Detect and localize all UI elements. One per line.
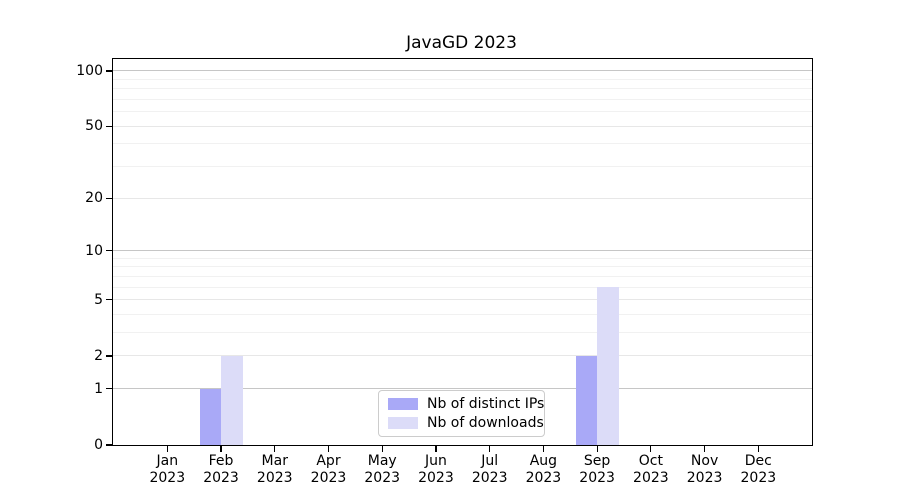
- x-tick-label: Oct 2023: [633, 453, 669, 486]
- legend-entry: Nb of distinct IPs: [388, 396, 544, 412]
- legend: Nb of distinct IPs Nb of downloads: [378, 390, 545, 437]
- x-tick-label: Jul 2023: [471, 453, 508, 486]
- minor-gridline: [113, 332, 812, 334]
- bar-distinct-ips: [199, 388, 222, 445]
- minor-gridline: [113, 111, 812, 113]
- x-tick-mark: [489, 446, 491, 452]
- x-tick-label: Jun 2023: [418, 453, 454, 486]
- bar-downloads: [597, 287, 619, 445]
- x-tick-mark: [650, 446, 652, 452]
- y-tick-mark: [106, 250, 113, 252]
- x-tick-mark: [542, 446, 544, 452]
- y-tick-label: 1: [94, 380, 103, 397]
- minor-gridline: [113, 266, 812, 268]
- y-tick-label: 2: [94, 347, 103, 364]
- x-tick-mark: [381, 446, 383, 452]
- x-tick-label: Apr 2023: [310, 453, 347, 486]
- minor-gridline: [113, 88, 812, 90]
- y-tick-mark: [106, 444, 113, 446]
- minor-gridline: [113, 257, 812, 259]
- x-tick-mark: [220, 446, 222, 452]
- y-tick-mark: [106, 125, 113, 127]
- minor-gridline: [113, 143, 812, 145]
- y-tick-mark: [106, 388, 113, 390]
- y-tick-label: 0: [94, 437, 103, 453]
- x-tick-label: Dec 2023: [740, 453, 777, 486]
- y-tick-mark: [106, 355, 113, 357]
- x-tick-mark: [704, 446, 706, 452]
- y-tick-label: 20: [85, 190, 103, 207]
- legend-swatch-icon: [388, 416, 418, 429]
- y-tick-label: 50: [85, 118, 103, 135]
- x-tick-label: Nov 2023: [686, 453, 723, 486]
- major-gridline: [113, 388, 812, 390]
- x-tick-label: Feb 2023: [203, 453, 239, 486]
- y-tick-label: 5: [94, 291, 103, 308]
- major-gridline: [113, 355, 812, 357]
- x-tick-mark: [166, 446, 168, 452]
- major-gridline: [113, 125, 812, 127]
- y-tick-mark: [106, 70, 113, 72]
- x-tick-mark: [757, 446, 759, 452]
- y-tick-mark: [106, 197, 113, 199]
- x-tick-mark: [327, 446, 330, 452]
- major-gridline: [113, 70, 812, 72]
- legend-label: Nb of distinct IPs: [427, 396, 545, 413]
- legend-label: Nb of downloads: [427, 414, 544, 431]
- x-tick-label: Sep 2023: [579, 453, 615, 486]
- x-tick-label: Aug 2023: [525, 453, 562, 486]
- major-gridline: [113, 299, 812, 301]
- major-gridline: [113, 250, 812, 252]
- x-tick-mark: [596, 446, 598, 452]
- x-tick-label: Mar 2023: [256, 453, 293, 486]
- minor-gridline: [113, 78, 812, 80]
- chart-title: JavaGD 2023: [406, 33, 517, 53]
- y-tick-mark: [106, 299, 113, 301]
- x-tick-label: Jan 2023: [149, 453, 186, 486]
- bar-distinct-ips: [575, 355, 598, 445]
- plot-area: [112, 58, 813, 446]
- x-tick-mark: [435, 446, 437, 452]
- minor-gridline: [113, 314, 812, 316]
- minor-gridline: [113, 275, 812, 277]
- y-tick-label: 10: [85, 242, 103, 259]
- minor-gridline: [113, 286, 812, 288]
- y-tick-label: 100: [76, 62, 103, 79]
- major-gridline: [113, 197, 812, 199]
- legend-entry: Nb of downloads: [388, 415, 544, 431]
- legend-swatch-icon: [388, 398, 418, 411]
- minor-gridline: [113, 166, 812, 168]
- minor-gridline: [113, 98, 812, 100]
- x-tick-mark: [274, 446, 276, 452]
- x-tick-label: May 2023: [364, 453, 401, 486]
- bar-downloads: [221, 355, 243, 445]
